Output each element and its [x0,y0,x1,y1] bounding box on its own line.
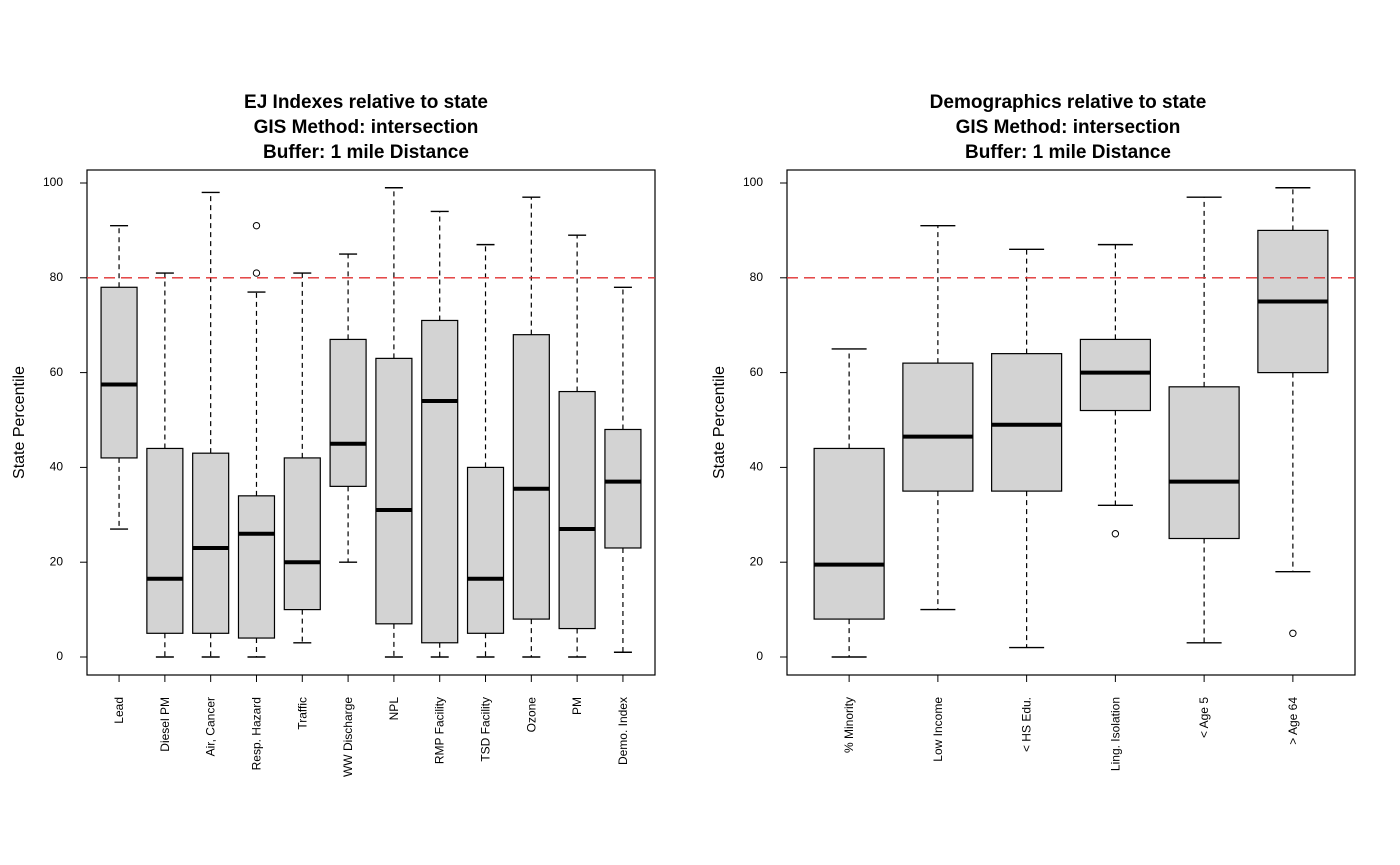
x-category-label: Air, Cancer [204,697,218,756]
box-outlier [1289,629,1297,637]
box-iqr [329,338,367,487]
x-category-label: PM [570,697,584,715]
chart-title-line: GIS Method: intersection [254,117,479,138]
y-tick-label: 60 [750,365,764,379]
y-tick-label: 80 [50,270,64,284]
box-outlier [1111,530,1120,538]
box-iqr [421,319,459,644]
box-iqr [237,495,276,639]
x-category-label: Resp. Hazard [249,697,263,770]
box-iqr [192,452,230,634]
y-tick-label: 40 [750,460,764,474]
chart-title-line: GIS Method: intersection [956,117,1181,138]
x-category-label: % Minority [842,697,856,753]
y-tick-label: 100 [743,175,763,189]
box-iqr [283,457,321,611]
y-tick-label: 60 [50,365,64,379]
x-category-label: WW Discharge [341,697,355,777]
box-iqr [604,428,642,549]
y-tick-label: 20 [50,554,64,568]
y-tick-label: 20 [750,554,764,568]
y-tick-label: 0 [56,649,63,663]
x-category-label: Ozone [524,697,538,733]
y-tick-label: 40 [50,460,64,474]
y-axis-label: State Percentile [711,366,728,479]
box-iqr [1079,338,1151,412]
x-category-label: Lead [112,697,126,724]
box-iqr [466,466,505,634]
x-category-label: < Age 5 [1197,697,1211,738]
plot-frame [86,169,656,676]
plot-frame [786,169,1356,676]
box-iqr [512,334,550,620]
x-category-label: Traffic [295,697,309,730]
y-tick-label: 80 [750,270,764,284]
box-iqr [100,286,138,459]
chart-title-line: Buffer: 1 mile Distance [965,142,1171,163]
box-outlier [252,221,261,230]
box-iqr [813,447,885,620]
box-iqr [375,357,413,625]
box-iqr [902,362,974,492]
y-tick-label: 0 [756,649,763,663]
chart-title-line: EJ Indexes relative to state [244,92,488,113]
x-category-label: Ling. Isolation [1108,697,1122,771]
chart-title-line: Demographics relative to state [930,92,1207,113]
box-iqr [146,447,184,634]
x-category-label: Demo. Index [616,697,630,765]
chart-title-line: Buffer: 1 mile Distance [263,142,469,163]
x-category-label: Low Income [931,697,945,762]
box-outlier [252,269,261,277]
box-iqr [991,353,1063,492]
y-axis-label: State Percentile [11,366,28,479]
y-tick-label: 100 [43,175,63,189]
x-category-label: TSD Facility [479,697,493,762]
x-category-label: < HS Edu. [1020,697,1034,752]
x-category-label: RMP Facility [433,697,447,764]
box-iqr [558,390,596,630]
box-iqr [1168,386,1240,540]
x-category-label: NPL [387,697,401,721]
x-category-label: > Age 64 [1286,697,1300,745]
x-category-label: Diesel PM [158,697,172,752]
